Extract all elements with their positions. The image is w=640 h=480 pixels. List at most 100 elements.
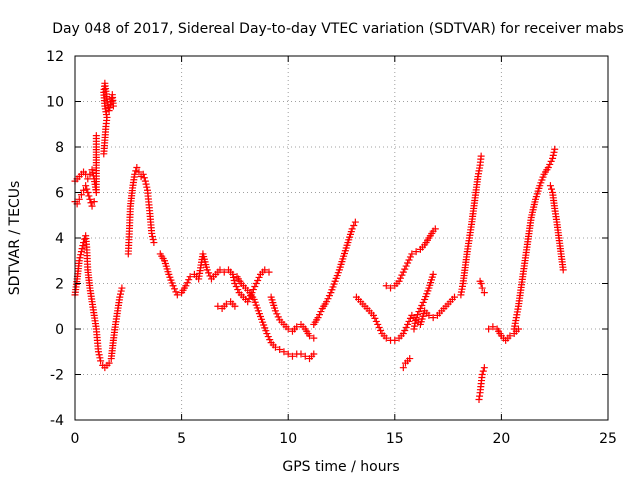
data-point xyxy=(547,157,555,165)
y-tick-label: 2 xyxy=(55,277,64,293)
data-points xyxy=(71,79,567,404)
data-point xyxy=(77,248,85,256)
x-tick-label: 0 xyxy=(71,431,80,447)
data-point xyxy=(284,325,292,333)
data-point xyxy=(232,283,240,291)
data-point xyxy=(234,286,242,294)
data-point xyxy=(399,330,407,338)
data-point xyxy=(214,302,222,310)
data-point xyxy=(412,248,420,256)
data-point xyxy=(324,295,332,303)
data-point xyxy=(109,102,117,110)
data-point xyxy=(117,287,125,295)
data-point xyxy=(216,266,224,274)
data-point xyxy=(274,313,282,321)
data-point xyxy=(77,191,85,199)
data-point xyxy=(116,290,124,298)
data-point xyxy=(231,280,239,287)
x-axis-label: GPS time / hours xyxy=(282,459,399,475)
data-point xyxy=(106,104,114,112)
y-tick-label: 8 xyxy=(55,140,64,156)
y-tick-label: -4 xyxy=(50,413,64,429)
data-point xyxy=(479,367,487,375)
data-point xyxy=(230,276,238,284)
data-point xyxy=(406,253,414,261)
data-point xyxy=(348,225,356,233)
data-point xyxy=(149,236,157,244)
data-point xyxy=(399,268,407,276)
data-point xyxy=(301,352,309,360)
data-point xyxy=(186,273,194,281)
data-point xyxy=(222,300,230,308)
data-point xyxy=(544,163,552,171)
data-point xyxy=(405,317,413,325)
data-point xyxy=(395,277,403,285)
data-point xyxy=(310,334,318,342)
data-point xyxy=(550,148,558,156)
data-point xyxy=(84,175,92,183)
data-point xyxy=(265,268,273,276)
data-point xyxy=(105,359,113,367)
data-point xyxy=(261,266,269,274)
data-point xyxy=(132,167,140,175)
data-point xyxy=(396,274,404,282)
x-tick-label: 20 xyxy=(492,431,510,447)
data-point xyxy=(418,301,426,309)
data-point xyxy=(220,268,228,276)
data-point xyxy=(82,182,90,190)
data-point xyxy=(387,284,395,292)
data-point xyxy=(549,154,557,162)
data-point xyxy=(375,323,383,331)
data-point xyxy=(276,345,284,353)
data-point xyxy=(92,132,100,140)
data-point xyxy=(118,284,126,292)
chart-title: Day 048 of 2017, Sidereal Day-to-day VTE… xyxy=(52,21,624,37)
data-point xyxy=(150,239,158,247)
data-point xyxy=(80,186,88,194)
data-point xyxy=(131,170,139,178)
data-point xyxy=(350,221,358,229)
data-point xyxy=(414,311,422,319)
data-point xyxy=(89,169,97,177)
data-point xyxy=(231,302,239,310)
data-point xyxy=(549,151,557,159)
data-point xyxy=(477,280,485,287)
data-point xyxy=(143,183,151,191)
data-point xyxy=(546,160,554,168)
data-point xyxy=(148,232,156,240)
data-point xyxy=(94,348,102,356)
data-point xyxy=(140,174,148,182)
y-tick-label: 4 xyxy=(55,231,64,247)
y-tick-label: -2 xyxy=(50,368,64,384)
data-point xyxy=(141,177,149,185)
y-tick-label: 0 xyxy=(55,322,64,338)
data-point xyxy=(416,305,424,313)
data-point xyxy=(77,251,85,259)
data-point xyxy=(293,323,301,331)
data-point xyxy=(90,198,98,206)
data-point xyxy=(489,323,497,331)
data-point xyxy=(478,371,486,378)
data-point xyxy=(310,350,318,358)
data-point xyxy=(169,282,177,290)
data-point xyxy=(133,163,141,171)
data-point xyxy=(485,325,493,333)
data-point xyxy=(205,269,213,277)
data-point xyxy=(406,314,414,322)
x-tick-label: 10 xyxy=(279,431,297,447)
data-point xyxy=(75,257,83,265)
data-point xyxy=(79,242,87,250)
data-point xyxy=(325,292,333,300)
data-point xyxy=(317,308,325,316)
x-tick-label: 15 xyxy=(386,431,404,447)
data-point xyxy=(408,250,416,258)
data-point xyxy=(206,272,214,280)
data-point xyxy=(402,323,410,331)
data-point xyxy=(399,364,407,372)
data-point xyxy=(83,185,91,193)
data-point xyxy=(249,286,257,294)
data-point xyxy=(266,336,274,344)
data-point xyxy=(105,107,113,115)
data-point xyxy=(405,256,413,264)
